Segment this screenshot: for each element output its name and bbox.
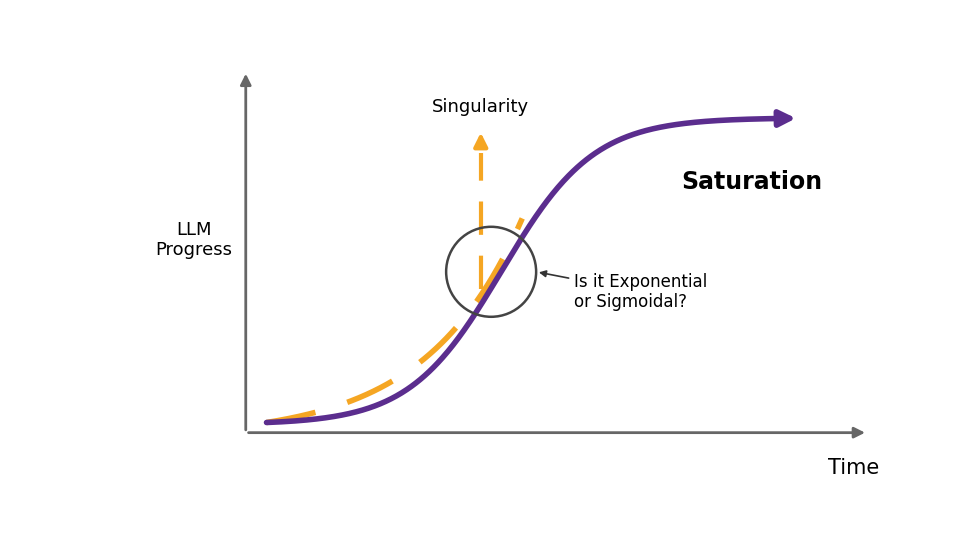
Text: Is it Exponential
or Sigmoidal?: Is it Exponential or Sigmoidal?	[540, 271, 708, 312]
Text: LLM
Progress: LLM Progress	[156, 220, 232, 259]
Text: Singularity: Singularity	[432, 98, 529, 116]
Text: Time: Time	[828, 458, 879, 478]
Text: Saturation: Saturation	[682, 171, 823, 194]
